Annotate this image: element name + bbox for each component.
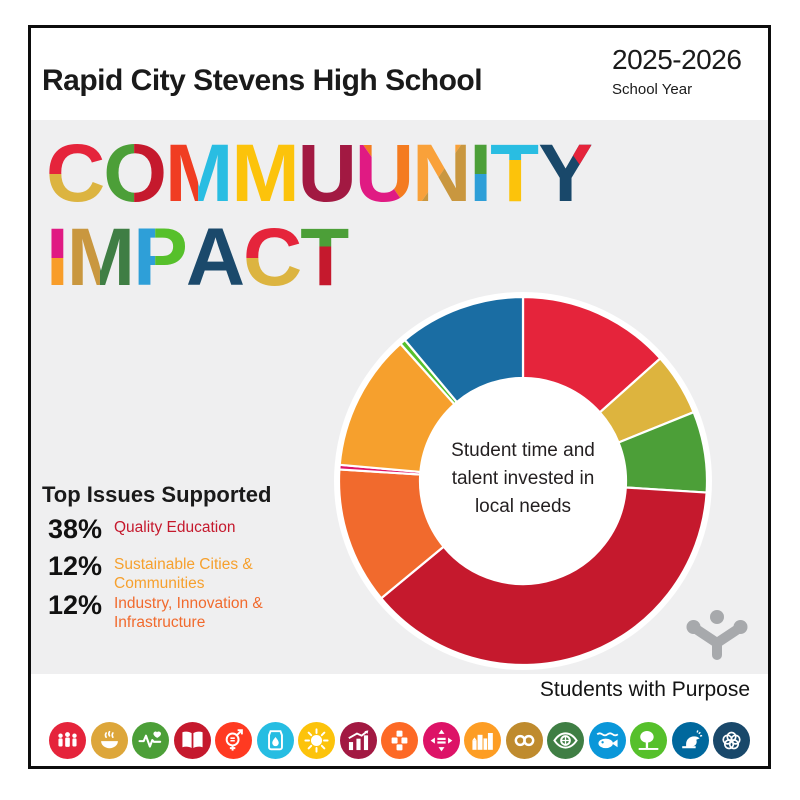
sdg-quality-education-icon — [173, 722, 211, 759]
sdg-clean-water-icon — [256, 722, 294, 759]
issue-percent: 12% — [48, 551, 103, 581]
sdg-clean-energy-icon — [298, 722, 335, 759]
title-community: CCCOOOMMMMMUUUUUNNNIIITTTYYY — [46, 128, 593, 219]
issue-label: Sustainable Cities & Communities — [114, 556, 253, 592]
title-letter: NNN — [412, 128, 470, 219]
donut-center-label: Student time and talent invested in loca… — [408, 437, 638, 521]
sdg-life-below-water-icon — [588, 722, 626, 759]
title-letter: TTT — [300, 212, 349, 303]
issue-row-1: 38% Quality Education — [48, 514, 286, 545]
title-letter: UUU — [354, 128, 413, 219]
sdg-life-on-land-icon — [630, 722, 667, 759]
title-letter: AA — [185, 212, 245, 303]
title-letter: CCC — [46, 128, 104, 219]
school-year-value: 2025-2026 — [612, 44, 742, 75]
sdg-zero-hunger-icon — [90, 722, 128, 759]
issue-row-3: 12% Industry, Innovation & Infrastructur… — [48, 590, 286, 632]
school-year-block: 2025-2026 School Year — [612, 44, 742, 98]
sdg-no-poverty-icon — [49, 722, 86, 759]
title-letter: MMM — [66, 212, 134, 303]
issue-row-2: 12% Sustainable Cities & Communities — [48, 551, 286, 593]
issue-percent: 38% — [48, 514, 103, 544]
issue-label: Industry, Innovation & Infrastructure — [114, 595, 263, 631]
title-letter: YYY — [538, 128, 593, 219]
issue-label: Quality Education — [114, 519, 236, 536]
title-letter: OOO — [103, 128, 166, 219]
sdg-responsible-consumption-icon — [505, 722, 543, 759]
brand-name: Students with Purpose — [539, 678, 750, 701]
donut-segment — [380, 486, 708, 667]
title-letter: III — [469, 128, 491, 219]
sdg-good-health-icon — [132, 722, 169, 759]
poster-frame-border — [28, 25, 771, 769]
title-letter: UU — [297, 128, 357, 219]
sdg-gender-equality-icon — [215, 722, 252, 759]
students-with-purpose-logo-icon — [686, 610, 748, 660]
donut-center-line3: local needs — [474, 496, 572, 517]
sdg-industry-innovation-icon — [381, 722, 418, 759]
sdg-sustainable-cities-icon — [464, 722, 501, 759]
sdg-reduced-inequalities-icon — [422, 722, 460, 759]
sdg-icons-row — [49, 722, 751, 759]
title-impact: IIIMMMPPPAACCCTTT — [46, 217, 348, 299]
title-letter: CCC — [243, 212, 301, 303]
donut-center-line1: Student time and — [451, 440, 595, 461]
issue-percent: 12% — [48, 590, 103, 620]
school-name: Rapid City Stevens High School — [42, 64, 483, 97]
donut-segment — [403, 295, 525, 404]
impact-donut-chart — [334, 292, 712, 670]
title-letter: PPP — [133, 212, 186, 303]
sdg-decent-work-icon — [339, 722, 377, 759]
school-year-label: School Year — [612, 81, 693, 98]
title-letter: III — [46, 212, 67, 303]
sdg-climate-action-icon — [547, 722, 584, 759]
title-letter: MMM — [165, 128, 232, 219]
top-issues-heading: Top Issues Supported — [42, 482, 272, 507]
sdg-peace-justice-icon — [671, 722, 709, 759]
title-letter: TTT — [490, 128, 539, 219]
title-letter: MM — [231, 128, 299, 219]
sdg-partnerships-icon — [713, 722, 750, 759]
donut-center-line2: talent invested in — [451, 468, 595, 489]
